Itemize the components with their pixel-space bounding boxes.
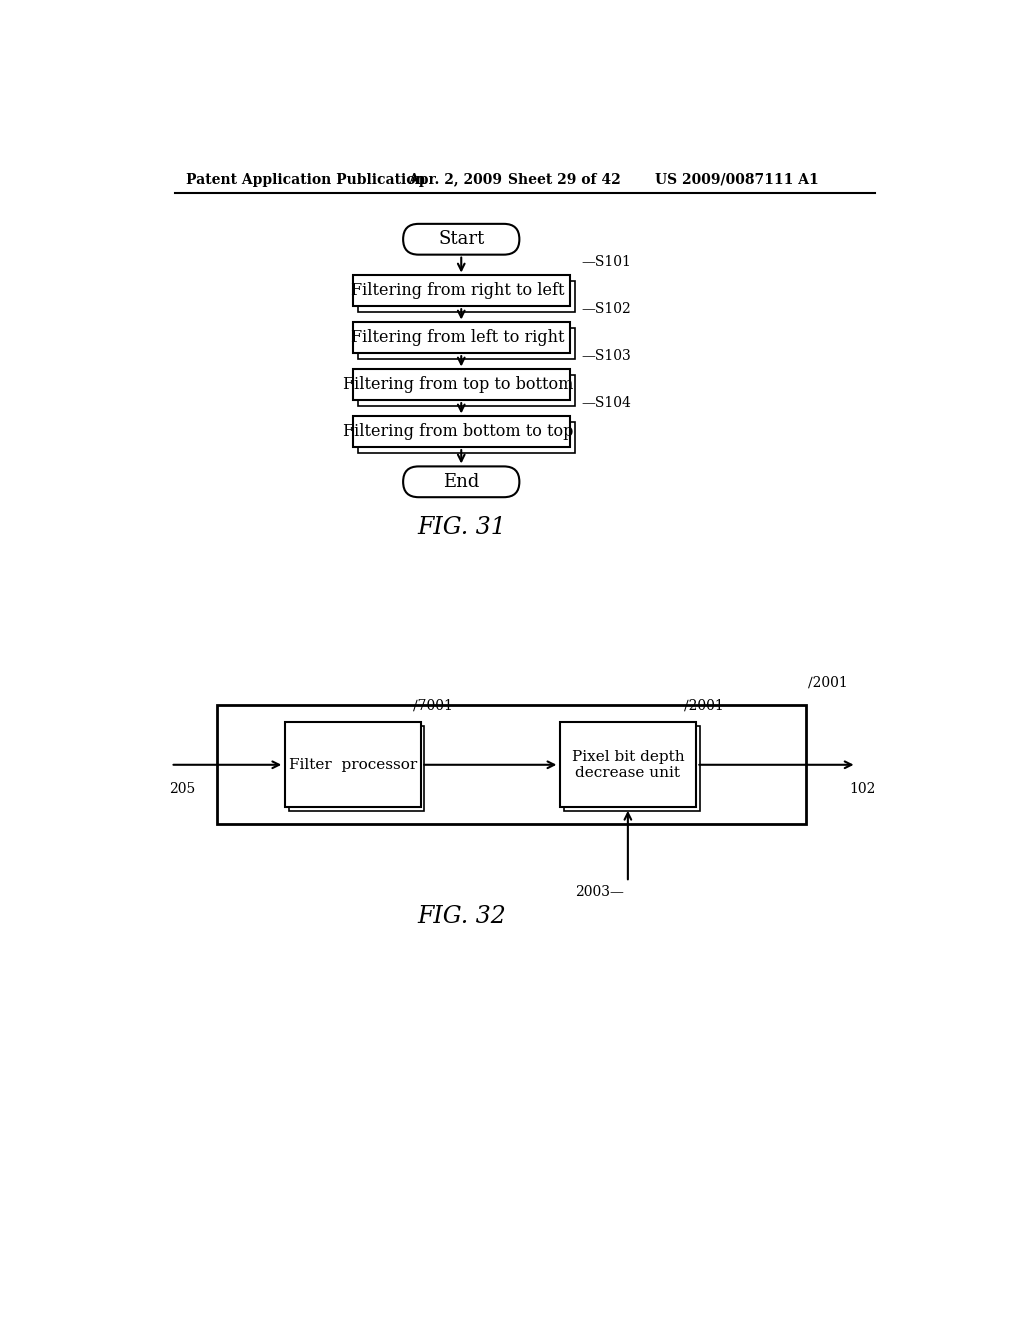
Text: 2003—: 2003— <box>575 886 624 899</box>
Text: Sheet 29 of 42: Sheet 29 of 42 <box>508 173 621 187</box>
Bar <box>352 322 569 354</box>
Text: FIG. 31: FIG. 31 <box>417 516 506 540</box>
Text: ∕2001: ∕2001 <box>684 700 724 713</box>
Text: —S102: —S102 <box>582 302 631 317</box>
FancyBboxPatch shape <box>403 466 519 498</box>
Text: Filter  processor: Filter processor <box>289 758 417 772</box>
Text: —S104: —S104 <box>582 396 631 411</box>
Bar <box>352 370 569 400</box>
Text: ∕7001: ∕7001 <box>413 700 453 713</box>
Text: Pixel bit depth
decrease unit: Pixel bit depth decrease unit <box>571 750 684 780</box>
Text: Start: Start <box>438 230 484 248</box>
Text: Apr. 2, 2009: Apr. 2, 2009 <box>409 173 503 187</box>
Bar <box>352 416 569 447</box>
Text: Filtering from left to right: Filtering from left to right <box>351 329 565 346</box>
Text: End: End <box>443 473 479 491</box>
Bar <box>564 726 699 810</box>
Bar <box>285 722 421 807</box>
Text: US 2009/0087111 A1: US 2009/0087111 A1 <box>655 173 819 187</box>
Bar <box>358 422 575 453</box>
Text: Filtering from top to bottom: Filtering from top to bottom <box>343 376 573 393</box>
Text: Filtering from right to left: Filtering from right to left <box>351 282 565 300</box>
Bar <box>217 705 806 825</box>
Bar <box>358 281 575 312</box>
FancyBboxPatch shape <box>403 224 519 255</box>
Text: 102: 102 <box>850 781 876 796</box>
Text: —S101: —S101 <box>582 255 631 269</box>
Text: Filtering from bottom to top: Filtering from bottom to top <box>343 424 573 441</box>
Text: —S103: —S103 <box>582 350 631 363</box>
Bar <box>560 722 695 807</box>
Text: Patent Application Publication: Patent Application Publication <box>186 173 426 187</box>
Bar <box>358 375 575 405</box>
Bar <box>358 327 575 359</box>
Text: ∕2001: ∕2001 <box>809 676 848 689</box>
Text: 205: 205 <box>169 781 196 796</box>
Bar <box>352 276 569 306</box>
Bar <box>289 726 424 810</box>
Text: FIG. 32: FIG. 32 <box>417 906 506 928</box>
